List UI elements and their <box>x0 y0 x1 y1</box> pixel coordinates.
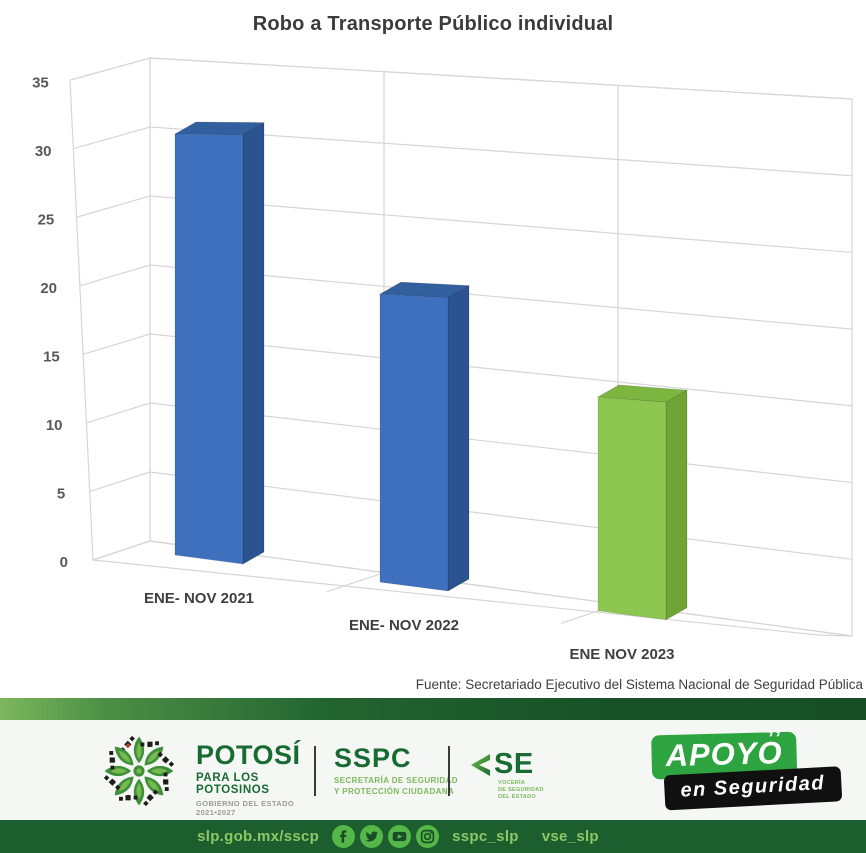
se-name: SE <box>494 748 534 780</box>
gridline-back <box>149 57 853 100</box>
y-tick-label: 30 <box>35 143 52 160</box>
se-logo: SE VOCERÍA DE SEGURIDAD DEL ESTADO <box>466 750 544 801</box>
footer-logo-band: POTOSÍ PARA LOS POTOSINOS GOBIERNO DEL E… <box>0 720 866 820</box>
bar-side-face <box>665 389 688 621</box>
gridline-side <box>79 264 151 287</box>
category-label: ENE- NOV 2021 <box>144 590 254 607</box>
y-tick-label: 35 <box>32 75 49 92</box>
potosi-tagline: PARA LOS POTOSINOS <box>196 772 270 796</box>
bar-side-face <box>447 284 470 592</box>
potosi-subtitle: GOBIERNO DEL ESTADO 2021•2027 <box>196 799 295 817</box>
se-subtitle-line1: VOCERÍA <box>498 780 526 786</box>
handle-sspc: sspc_slp <box>452 828 519 845</box>
se-subtitle-line3: DEL ESTADO <box>498 794 536 801</box>
gridline-back <box>149 402 853 484</box>
bar <box>597 396 667 621</box>
gridline-side <box>73 126 151 150</box>
gridline-back <box>149 471 853 560</box>
potosi-name: POTOSÍ <box>196 740 301 770</box>
gridline-side <box>89 471 151 493</box>
floor-separator <box>326 572 385 593</box>
apoyo-word: APOYO <box>665 735 783 774</box>
y-tick-label: 0 <box>60 554 68 571</box>
y-tick-label: 15 <box>43 349 60 366</box>
se-arrow-icon <box>471 753 490 776</box>
potosi-rosette-icon <box>100 732 178 810</box>
footer-gradient-strip <box>0 698 866 720</box>
social-icons <box>332 825 440 848</box>
bar <box>174 133 244 565</box>
source-caption: Fuente: Secretariado Ejecutivo del Siste… <box>415 677 863 692</box>
footer-contact-bar: slp.gob.mx/sscp sspc_slp vse_slp <box>0 820 866 853</box>
bar-chart-3d: ENE- NOV 2021 ENE- NOV 2022 ENE NOV 2023 0 5… <box>32 57 853 663</box>
gridline-back <box>149 195 853 254</box>
gridline-side <box>82 333 151 355</box>
gridline-side <box>69 57 151 81</box>
gridline-back <box>149 540 853 637</box>
category-label: ENE- NOV 2022 <box>349 617 459 634</box>
sspc-wordmark: SSPC SECRETARÍA DE SEGURIDAD Y PROTECCIÓ… <box>334 745 458 798</box>
gridline-back <box>149 264 853 330</box>
instagram-icon <box>416 825 440 848</box>
gridline-back <box>149 126 853 177</box>
bar-side-face <box>242 121 265 565</box>
handle-vse: vse_slp <box>541 828 599 845</box>
gridline-side <box>92 540 151 561</box>
apoyo-en-seguridad-badge: APOYO ʼʼ en Seguridad <box>651 725 842 811</box>
y-tick-label: 5 <box>57 486 65 503</box>
bar <box>379 293 449 592</box>
category-label: ENE NOV 2023 <box>569 646 674 663</box>
chart-title: Robo a Transporte Público individual <box>252 13 614 35</box>
facebook-icon <box>332 825 356 848</box>
sspc-subtitle: SECRETARÍA DE SEGURIDAD Y PROTECCIÓN CIU… <box>334 776 458 798</box>
y-tick-label: 25 <box>38 212 55 229</box>
youtube-icon <box>388 825 412 848</box>
logo-divider <box>448 746 450 796</box>
apoyo-accent-marks: ʼʼ <box>767 725 783 751</box>
y-tick-label: 10 <box>46 417 63 434</box>
sspc-name: SSPC <box>334 743 412 773</box>
gridline-side <box>76 195 151 218</box>
logo-divider <box>314 746 316 796</box>
y-tick-label: 20 <box>40 280 57 297</box>
se-subtitle: VOCERÍA DE SEGURIDAD DEL ESTADO <box>498 780 544 801</box>
sspc-subtitle-line1: SECRETARÍA DE SEGURIDAD <box>334 776 458 785</box>
gridline-side <box>86 402 151 424</box>
sspc-subtitle-line2: Y PROTECCIÓN CIUDADANA <box>334 786 455 796</box>
se-subtitle-line2: DE SEGURIDAD <box>498 787 544 794</box>
potosi-wordmark: POTOSÍ PARA LOS POTOSINOS GOBIERNO DEL E… <box>196 740 326 818</box>
gridline-back <box>149 333 853 407</box>
twitter-icon <box>360 825 384 848</box>
website-url: slp.gob.mx/sscp <box>197 828 320 845</box>
